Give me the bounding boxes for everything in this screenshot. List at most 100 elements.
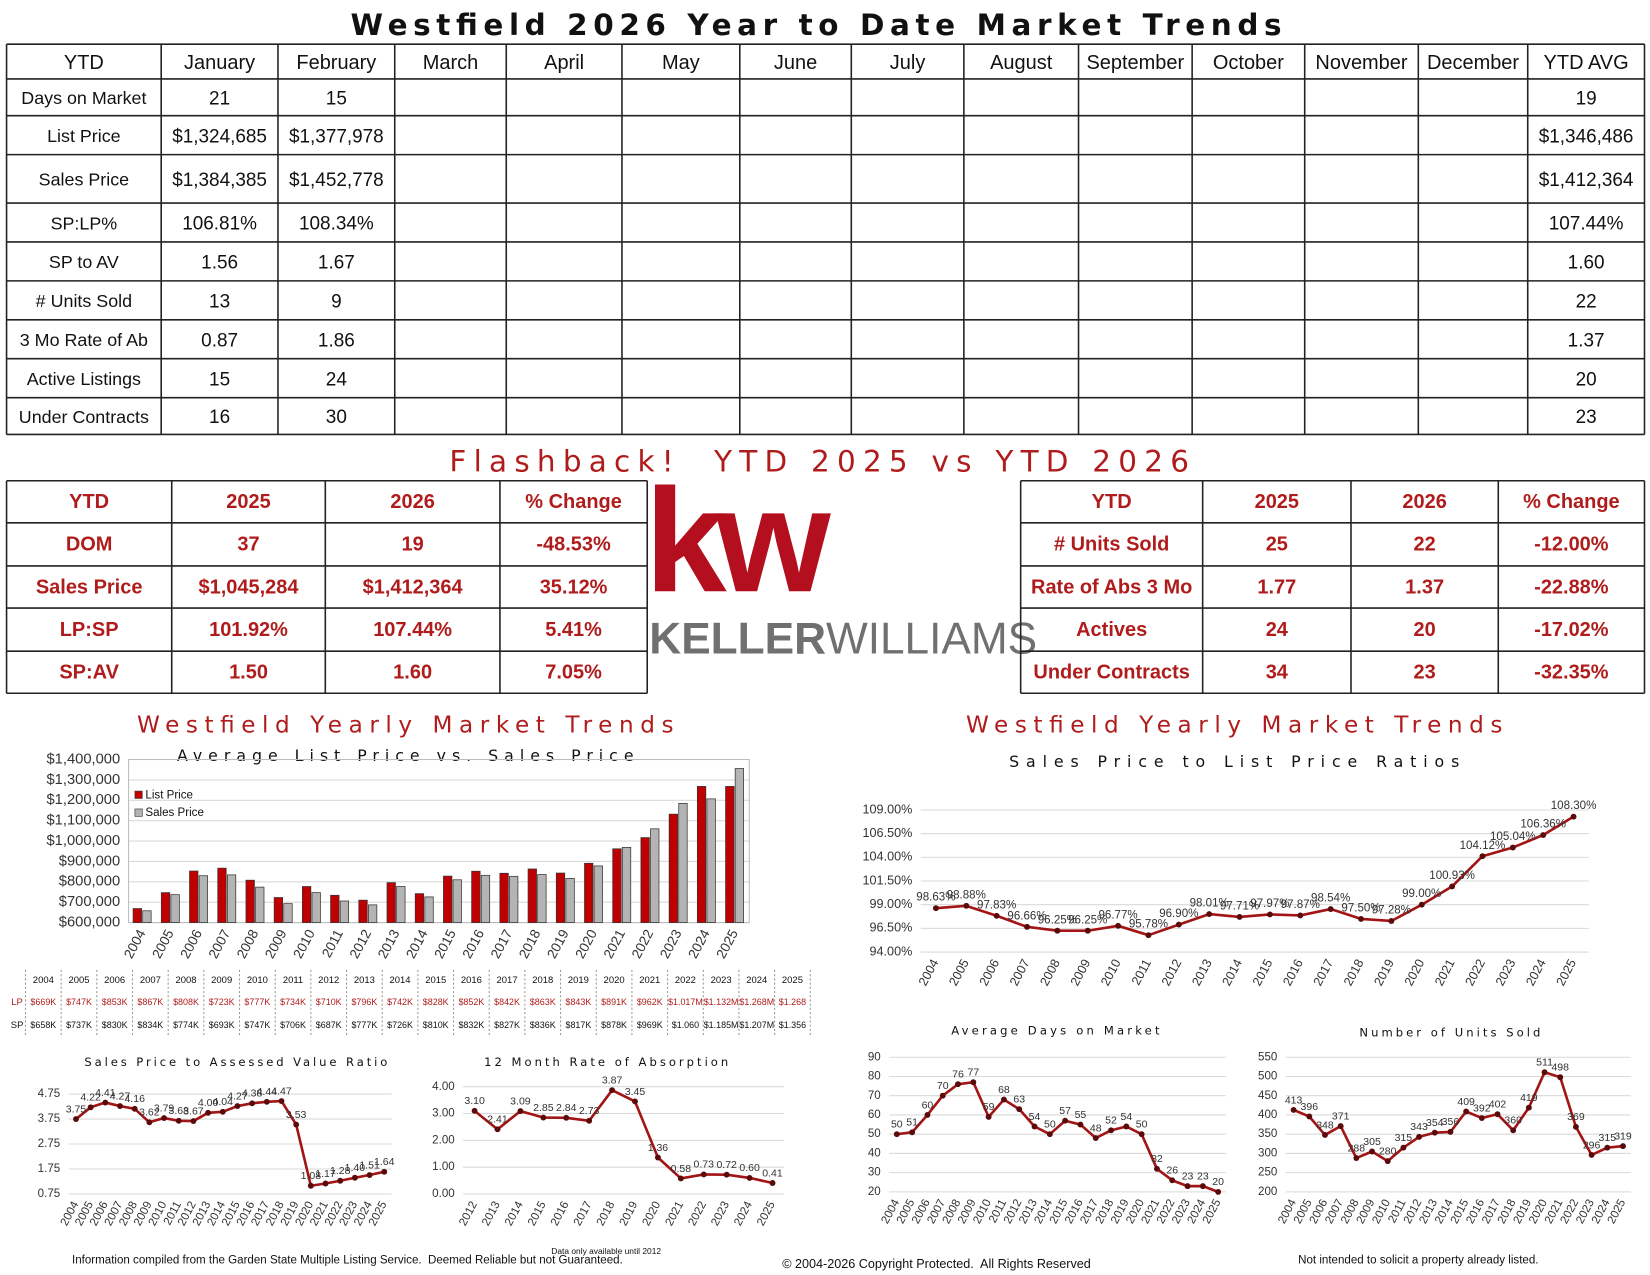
x-tick-label: 2006 (977, 957, 1003, 988)
data-point (700, 1171, 707, 1178)
cell-value: 24 (326, 369, 347, 390)
data-point (1479, 853, 1486, 860)
x-tick-label: 2022 (629, 927, 657, 961)
bar (160, 892, 171, 923)
data-label: 3.75 (66, 1103, 87, 1115)
bar (565, 877, 575, 923)
data-label: 2.73 (579, 1105, 600, 1117)
logo-name-light: WILLIAMS (826, 614, 1037, 663)
table-year: 2017 (497, 975, 518, 986)
column-header: YTD (69, 491, 109, 513)
cell-value: -48.53% (536, 534, 611, 556)
data-label: 2.84 (556, 1102, 577, 1114)
cell-value: 1.37 (1405, 576, 1444, 598)
bar (725, 786, 735, 923)
x-tick-label: 2019 (1371, 957, 1397, 988)
x-tick-label: 2019 (618, 1200, 641, 1228)
table-value: $810K (423, 1020, 449, 1030)
data-point (586, 1117, 593, 1124)
data-point (1236, 913, 1243, 920)
cell-value: 1.60 (393, 662, 432, 684)
table-year: 2018 (532, 975, 553, 986)
cell-value: 1.67 (318, 253, 355, 274)
x-tick-label: 2012 (457, 1200, 480, 1228)
data-label: 23 (1182, 1170, 1194, 1182)
table-value: $687K (316, 1020, 342, 1030)
x-tick-label: 2017 (1311, 957, 1337, 988)
chart-title: Number of Units Sold (1359, 1026, 1540, 1040)
data-point (1416, 1133, 1423, 1140)
table-value: $1.207M (739, 1020, 774, 1030)
x-tick-label: 2012 (1159, 957, 1185, 988)
bar (593, 865, 603, 923)
data-label: 4.22 (80, 1092, 101, 1104)
data-label: 55 (1075, 1109, 1087, 1121)
bar (509, 875, 519, 923)
data-label: 96.66% (1007, 910, 1046, 922)
data-point (1510, 1127, 1517, 1134)
data-point (175, 1117, 182, 1124)
data-label: 54 (1029, 1111, 1041, 1123)
data-label: 97.28% (1372, 905, 1411, 917)
cell-value: 9 (331, 291, 342, 312)
row-label: # Units Sold (1054, 534, 1169, 556)
data-label: 59 (983, 1101, 995, 1113)
table-row-label: LP (11, 997, 23, 1008)
column-header: % Change (1523, 491, 1620, 513)
table-value: $658K (30, 1020, 56, 1030)
x-tick-label: 2009 (262, 927, 290, 961)
data-label: 1.36 (648, 1142, 669, 1154)
y-tick-label: 0.75 (38, 1188, 61, 1200)
y-tick-label: $700,000 (59, 894, 120, 910)
table-value: $1.268 (779, 997, 806, 1007)
data-label: 52 (1105, 1115, 1117, 1127)
table-value: $742K (387, 997, 413, 1007)
data-point (1154, 1165, 1160, 1172)
cell-value: 107.44% (1549, 214, 1624, 235)
bar (302, 886, 312, 923)
bar (283, 903, 293, 923)
data-point (73, 1116, 79, 1122)
table-value: $827K (494, 1020, 520, 1030)
row-label: Actives (1076, 619, 1147, 641)
data-point (1384, 1158, 1391, 1165)
column-header: November (1315, 52, 1407, 74)
x-tick-label: 2013 (375, 927, 403, 961)
y-tick-label: 300 (1258, 1147, 1277, 1159)
data-point (893, 1131, 900, 1138)
bar (678, 802, 688, 923)
cell-value: 22 (1576, 291, 1597, 312)
table-year: 2020 (604, 975, 625, 986)
cell-value: 13 (209, 291, 230, 312)
data-label: 0.58 (671, 1163, 692, 1175)
cell-value: 7.05% (545, 662, 602, 684)
footer-disclaimer: Not intended to solicit a property alrea… (1298, 1254, 1538, 1266)
legend-swatch (134, 808, 143, 817)
column-header: YTD (64, 52, 104, 74)
cell-value: 1.77 (1257, 576, 1296, 598)
x-tick-label: 2021 (664, 1200, 687, 1228)
table-value: $1.268M (739, 997, 774, 1007)
data-point (909, 1129, 916, 1136)
data-point (1092, 1135, 1099, 1141)
data-label: 63 (1013, 1093, 1025, 1105)
table-year: 2015 (425, 975, 446, 986)
data-point (1431, 1129, 1438, 1136)
cell-value: -32.35% (1534, 662, 1609, 684)
y-tick-label: 94.00% (870, 944, 913, 958)
data-point (540, 1114, 547, 1121)
row-label: DOM (66, 534, 113, 556)
table-value: $1.060 (672, 1020, 699, 1030)
table-year: 2022 (675, 975, 696, 986)
column-header: 2025 (1255, 491, 1299, 513)
cell-value: $1,346,486 (1539, 126, 1634, 147)
data-label: 77 (967, 1067, 979, 1079)
table-value: $878K (601, 1020, 627, 1030)
cell-value: 37 (237, 534, 259, 556)
y-tick-label: 30 (868, 1167, 881, 1179)
x-tick-label: 2009 (1068, 957, 1094, 988)
data-point (87, 1104, 94, 1111)
data-point (1046, 1131, 1053, 1138)
cell-value: 35.12% (540, 576, 608, 598)
